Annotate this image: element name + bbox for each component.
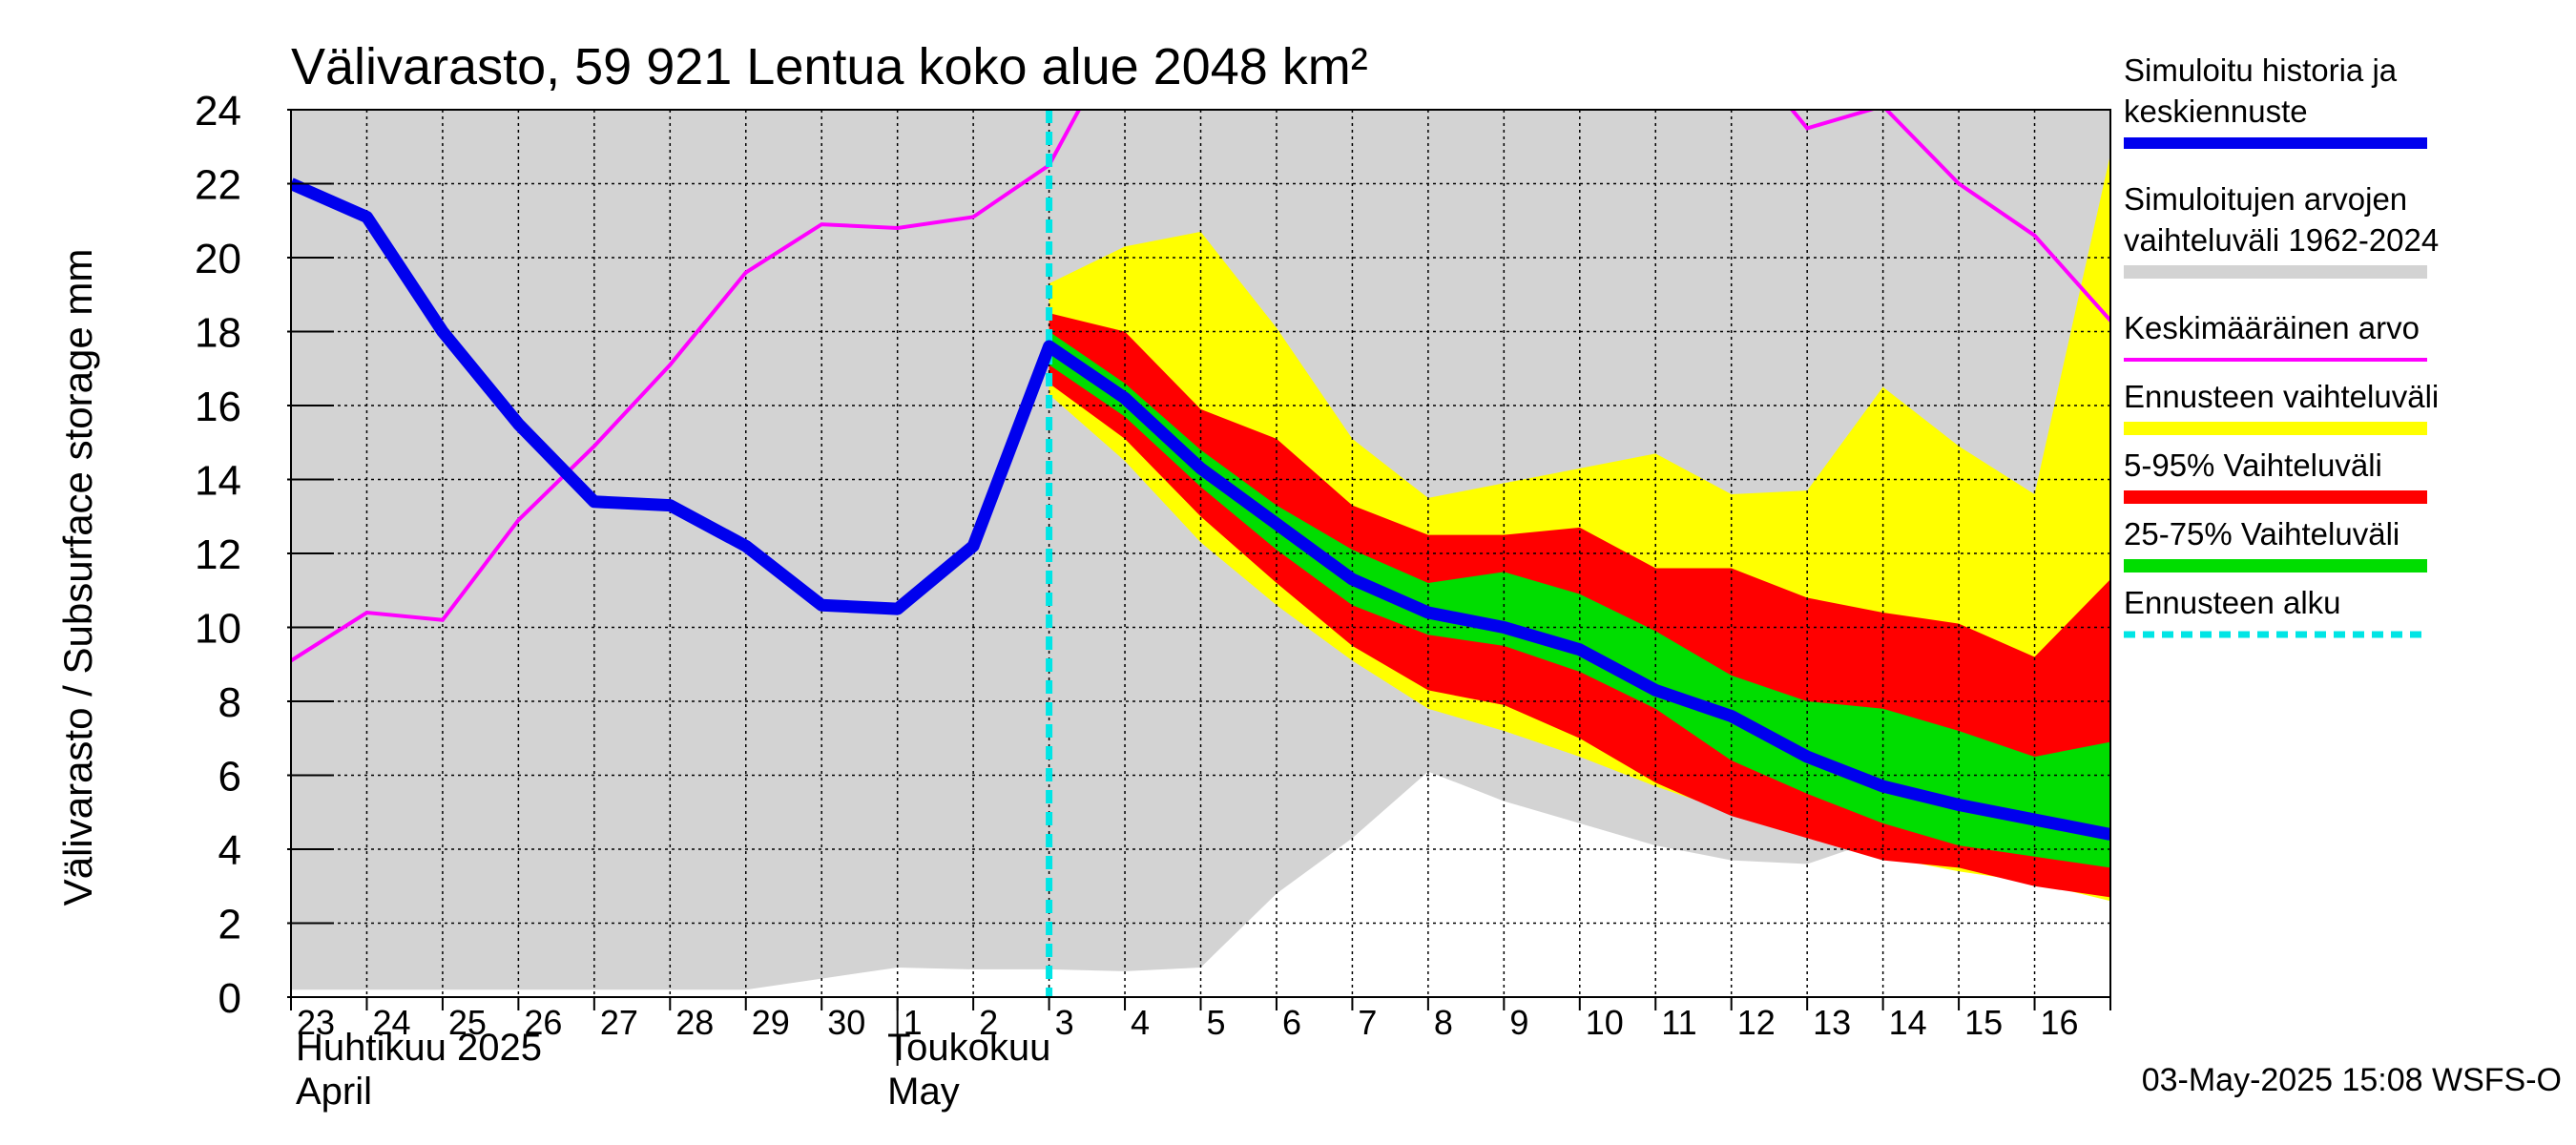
- legend-swatch: [2124, 490, 2427, 504]
- y-tick-label: 2: [218, 902, 241, 948]
- x-tick-label: 1: [904, 1003, 923, 1042]
- plot-area: [290, 109, 2111, 998]
- legend-label: 5-95% Vaihteluväli: [2124, 448, 2382, 483]
- x-tick-label: 4: [1131, 1003, 1150, 1042]
- chart-title: Välivarasto, 59 921 Lentua koko alue 204…: [291, 38, 1368, 95]
- mean-line: [291, 110, 1082, 663]
- legend-swatch: [2124, 422, 2427, 435]
- x-tick-label: 27: [600, 1003, 638, 1042]
- month-label-fi: Huhtikuu 2025: [296, 1027, 542, 1069]
- x-tick-label: 13: [1813, 1003, 1851, 1042]
- x-tick-label: 23: [297, 1003, 335, 1042]
- legend: Simuloitu historia ja keskiennuste Simuloi…: [2124, 52, 2439, 638]
- x-tick-label: 14: [1889, 1003, 1927, 1042]
- legend-label: Simuloitu historia ja: [2124, 52, 2398, 88]
- x-tick-label: 28: [675, 1003, 714, 1042]
- y-tick-label: 22: [195, 162, 241, 209]
- legend-swatch: [2124, 265, 2427, 279]
- x-tick-label: 11: [1661, 1003, 1696, 1042]
- x-tick-label: 12: [1737, 1003, 1776, 1042]
- legend-label: Simuloitujen arvojen: [2124, 181, 2407, 217]
- y-tick-label: 18: [195, 310, 241, 357]
- x-tick-label: 15: [1964, 1003, 2003, 1042]
- x-tick-label: 3: [1055, 1003, 1074, 1042]
- month-label-en: May: [887, 1071, 960, 1113]
- x-tick-label: 5: [1207, 1003, 1226, 1042]
- x-tick-label: 16: [2041, 1003, 2079, 1042]
- footer-timestamp: 03-May-2025 15:08 WSFS-O: [2142, 1062, 2562, 1098]
- y-tick-label: 10: [195, 606, 241, 653]
- y-tick-label: 14: [195, 458, 241, 505]
- x-tick-label: 25: [448, 1003, 487, 1042]
- legend-label: 25-75% Vaihteluväli: [2124, 516, 2399, 552]
- y-tick-label: 16: [195, 384, 241, 430]
- x-tick-label: 30: [827, 1003, 865, 1042]
- y-tick-label: 0: [218, 975, 241, 1022]
- x-tick-label: 8: [1434, 1003, 1453, 1042]
- y-tick-label: 6: [218, 754, 241, 801]
- y-tick-label: 24: [195, 88, 241, 135]
- legend-label: Keskimääräinen arvo: [2124, 310, 2420, 345]
- x-tick-label: 9: [1509, 1003, 1528, 1042]
- x-tick-label: 6: [1282, 1003, 1301, 1042]
- x-tick-label: 26: [524, 1003, 562, 1042]
- x-tick-label: 24: [372, 1003, 410, 1042]
- legend-label: keskiennuste: [2124, 94, 2308, 129]
- y-tick-label: 12: [195, 531, 241, 578]
- month-label-fi: Toukokuu: [887, 1027, 1050, 1069]
- x-axis-ticks: 23 24 25 26 27 28 29 30 1 2 3 4 5 6 7 8 9 10 11 12 13 14 15 16: [290, 997, 2111, 1042]
- month-label-en: April: [296, 1071, 372, 1113]
- x-tick-label: 29: [752, 1003, 790, 1042]
- y-tick-label: 8: [218, 679, 241, 726]
- y-tick-label: 4: [218, 827, 241, 874]
- x-tick-label: 7: [1358, 1003, 1377, 1042]
- legend-label: Ennusteen alku: [2124, 585, 2341, 620]
- legend-label: vaihteluväli 1962-2024: [2124, 222, 2439, 258]
- mean-line: [1789, 110, 2110, 323]
- legend-label: Ennusteen vaihteluväli: [2124, 379, 2439, 414]
- legend-swatch: [2124, 559, 2427, 572]
- x-tick-label: 10: [1586, 1003, 1624, 1042]
- y-axis-label: Välivarasto / Subsurface storage mm: [55, 249, 100, 906]
- y-tick-label: 20: [195, 236, 241, 282]
- median-line: [291, 177, 2110, 841]
- x-tick-label: 2: [979, 1003, 998, 1042]
